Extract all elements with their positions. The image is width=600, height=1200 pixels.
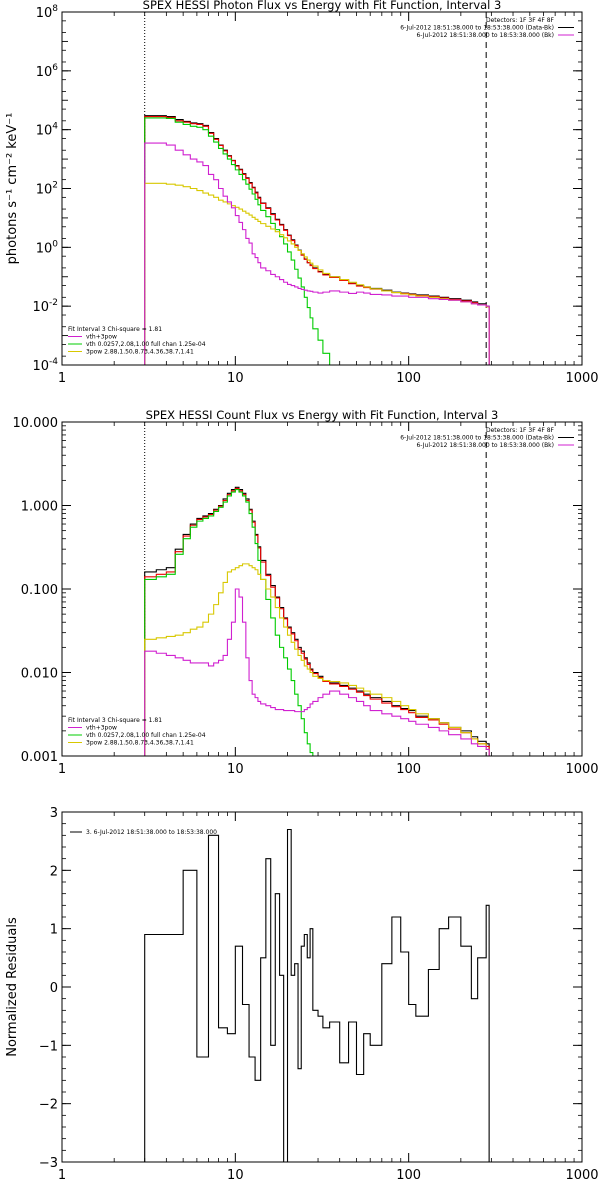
legend-entry: Detectors: 1F 3F 4F 8F: [486, 427, 555, 434]
y-tick-exponent: 8: [52, 4, 58, 14]
chart-panel-3: 1 10 100 1000 −3 −2 −1 0 1 2 3 Normalized Residuals…: [5, 806, 599, 1183]
y-tick-label: 0.100: [21, 583, 58, 598]
y-axis-label: photons s⁻¹ cm⁻² keV⁻¹: [5, 113, 20, 265]
series-bk: [144, 588, 490, 756]
x-tick-label: 100: [396, 371, 421, 386]
x-tick-label: 1: [58, 1168, 66, 1183]
y-tick-base: 10: [36, 183, 53, 198]
series-3pow: [144, 563, 490, 756]
legend-entry: vth 0.0257,2.08,1.00 full chan 1.25e-04: [86, 341, 206, 348]
y-tick-base: 10: [36, 241, 53, 256]
y-tick-label: 2: [50, 864, 58, 879]
y-tick-base: 10: [36, 6, 53, 21]
x-tick-label: 10: [227, 1168, 244, 1183]
legend-entry: 6-Jul-2012 18:51:38.000 to 18:53:38.000 …: [400, 25, 554, 32]
y-tick-exponent: 6: [52, 63, 58, 73]
y-tick-exponent: -4: [49, 357, 58, 367]
x-tick-label: 1000: [565, 371, 598, 386]
y-tick-label: 108: [36, 4, 59, 21]
y-tick-exponent: 4: [52, 122, 58, 132]
series-vth-3pow: [144, 115, 490, 365]
series-3pow: [144, 182, 490, 365]
series-vth: [144, 489, 321, 756]
x-tick-label: 10: [227, 371, 244, 386]
y-tick-label: 0.010: [21, 667, 58, 682]
chart-title: SPEX HESSI Photon Flux vs Energy with Fi…: [143, 0, 502, 12]
x-tick-label: 1: [58, 371, 66, 386]
x-tick-label: 1000: [565, 1168, 598, 1183]
plot-frame: [61, 811, 583, 1163]
x-tick-label: 10: [227, 762, 244, 777]
y-tick-base: 10: [36, 65, 53, 80]
y-tick-label: 1: [50, 923, 58, 938]
plot-frame: [61, 421, 583, 757]
legend-entry: 6-Jul-2012 18:51:38.000 to 18:53:38.000 …: [400, 435, 554, 442]
y-tick-label: 102: [36, 181, 58, 198]
y-tick-label: 100: [36, 239, 59, 256]
y-tick-label: 10-4: [32, 357, 58, 374]
y-tick-label: −2: [39, 1098, 58, 1113]
y-tick-exponent: -2: [49, 298, 58, 308]
y-tick-label: 3: [50, 806, 58, 821]
legend-entry: Fit Interval 3 Chi-square = 1.81: [68, 717, 162, 724]
legend-entry: 3pow 2.88,1.50,8.73,4.36,38.7,1.41: [86, 740, 194, 747]
y-tick-base: 10: [32, 359, 49, 374]
x-tick-label: 1: [58, 762, 66, 777]
y-tick-label: −1: [39, 1039, 58, 1054]
y-tick-label: 104: [36, 122, 59, 139]
chart-title: SPEX HESSI Count Flux vs Energy with Fit…: [146, 408, 499, 422]
y-tick-label: 10-2: [32, 298, 58, 315]
legend-entry: 6-Jul-2012 18:51:38.000 to 18:53:38.000 …: [416, 32, 554, 39]
legend-entry: 3pow 2.88,1.50,8.73,4.36,38.7,1.41: [86, 349, 194, 356]
y-tick-label: 106: [36, 63, 59, 80]
y-tick-base: 10: [32, 300, 49, 315]
plot-area: [144, 115, 490, 365]
legend-entry: vth 0.0257,2.08,1.00 full chan 1.25e-04: [86, 732, 206, 739]
y-tick-label: 0: [50, 981, 58, 996]
y-axis-label: Normalized Residuals: [5, 917, 20, 1057]
plot-area: [144, 486, 490, 756]
y-tick-label: 10.000: [13, 416, 59, 431]
x-tick-label: 100: [396, 762, 421, 777]
legend-entry: vth+3pow: [86, 334, 117, 341]
series-vth-3pow: [144, 487, 490, 756]
x-tick-label: 100: [396, 1168, 421, 1183]
y-tick-label: 0.001: [21, 750, 58, 765]
legend-entry: Fit Interval 3 Chi-square = 1.81: [68, 326, 162, 333]
series-data-bk: [144, 115, 490, 365]
legend-entry: 6-Jul-2012 18:51:38.000 to 18:53:38.000 …: [416, 442, 554, 449]
y-tick-label: −3: [39, 1156, 58, 1171]
series-bk: [144, 142, 490, 365]
y-tick-exponent: 2: [52, 181, 58, 191]
y-tick-exponent: 0: [52, 239, 58, 249]
legend-entry: Detectors: 1F 3F 4F 8F: [486, 17, 555, 24]
series-data-bk: [144, 486, 490, 756]
y-tick-base: 10: [36, 124, 53, 139]
legend-entry: 3. 6-Jul-2012 18:51:38.000 to 18:53:38.0…: [86, 829, 217, 836]
x-tick-label: 1000: [565, 762, 598, 777]
series-vth: [144, 117, 333, 365]
legend-entry: vth+3pow: [86, 725, 117, 732]
plot-area: [144, 828, 490, 1162]
plot-frame: [61, 11, 583, 366]
y-tick-label: 1.000: [21, 500, 58, 515]
chart-panel-2: SPEX HESSI Count Flux vs Energy with Fit…: [13, 408, 599, 777]
series-3-6-jul-2012-18-51-38-000-to-18-53-38-000: [144, 828, 490, 1162]
chart-panel-1: SPEX HESSI Photon Flux vs Energy with Fi…: [5, 0, 599, 386]
